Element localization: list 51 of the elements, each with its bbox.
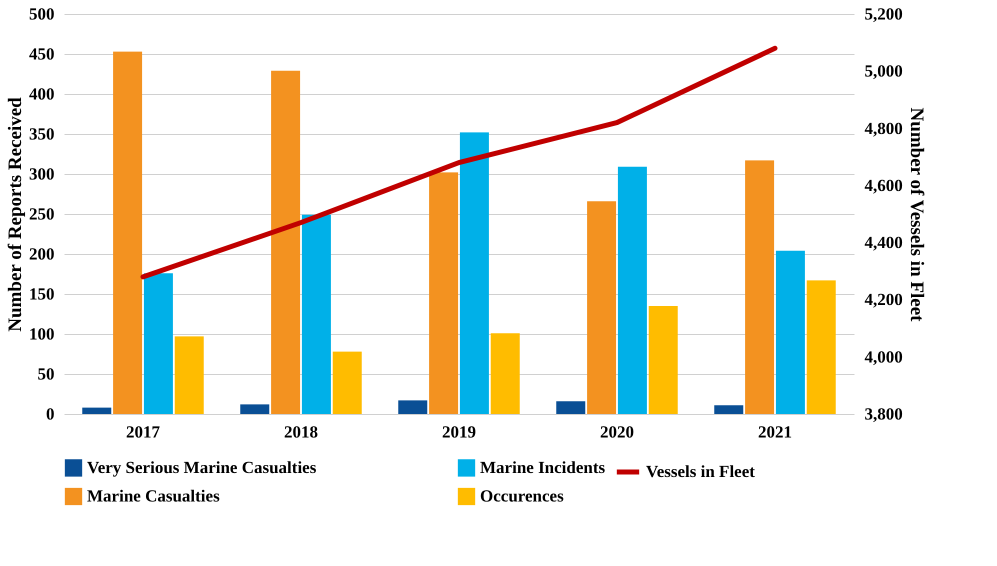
bar xyxy=(302,214,331,414)
y-tick-label: 450 xyxy=(29,44,54,64)
bar xyxy=(460,132,489,414)
y-tick-label: 150 xyxy=(29,284,54,304)
bar xyxy=(82,408,112,414)
legend-label: Marine Casualties xyxy=(87,486,220,506)
bar xyxy=(556,401,586,414)
y2-tick-label: 4,000 xyxy=(864,347,903,366)
bar xyxy=(806,280,836,414)
y2-axis-title: Number of Vessels in Fleet xyxy=(906,108,927,322)
y-tick-label: 250 xyxy=(29,204,54,224)
bar xyxy=(648,306,678,414)
bar xyxy=(429,172,458,414)
bar xyxy=(587,201,616,414)
bar xyxy=(490,333,520,414)
y-tick-label: 100 xyxy=(29,324,54,344)
y2-tick-label: 5,200 xyxy=(864,4,903,24)
y2-tick-label: 3,800 xyxy=(864,404,903,424)
bar xyxy=(776,250,805,414)
x-tick-label: 2019 xyxy=(442,422,476,442)
y-tick-label: 500 xyxy=(29,4,54,24)
y2-tick-label: 4,400 xyxy=(864,233,903,252)
y-tick-label: 200 xyxy=(29,244,54,264)
legend-label: Vessels in Fleet xyxy=(646,462,756,481)
y-tick-label: 0 xyxy=(46,404,54,424)
bar xyxy=(113,52,142,414)
x-tick-label: 2020 xyxy=(600,422,634,442)
y2-tick-label: 4,600 xyxy=(864,176,903,195)
bar xyxy=(398,400,428,414)
bar xyxy=(714,405,744,414)
y2-tick-label: 4,800 xyxy=(864,118,903,138)
y-tick-label: 300 xyxy=(29,164,54,184)
bar xyxy=(618,166,647,414)
y-tick-label: 50 xyxy=(38,364,54,384)
bar xyxy=(174,336,204,414)
legend-label: Marine Incidents xyxy=(480,458,606,477)
x-tick-label: 2018 xyxy=(284,422,318,442)
x-tick-label: 2021 xyxy=(758,422,792,442)
y-tick-label: 400 xyxy=(29,84,54,104)
x-tick-label: 2017 xyxy=(126,422,160,442)
y-axis-title: Number of Reports Received xyxy=(5,96,26,332)
bar xyxy=(271,70,300,414)
y2-tick-label: 4,200 xyxy=(864,290,903,310)
bar xyxy=(332,352,362,414)
legend-label: Very Serious Marine Casualties xyxy=(87,458,317,477)
bar xyxy=(144,273,173,414)
legend-label: Occurences xyxy=(480,486,564,506)
y-tick-label: 350 xyxy=(29,124,54,144)
bar xyxy=(745,160,774,414)
bar xyxy=(240,404,270,414)
y2-tick-label: 5,000 xyxy=(864,62,903,81)
